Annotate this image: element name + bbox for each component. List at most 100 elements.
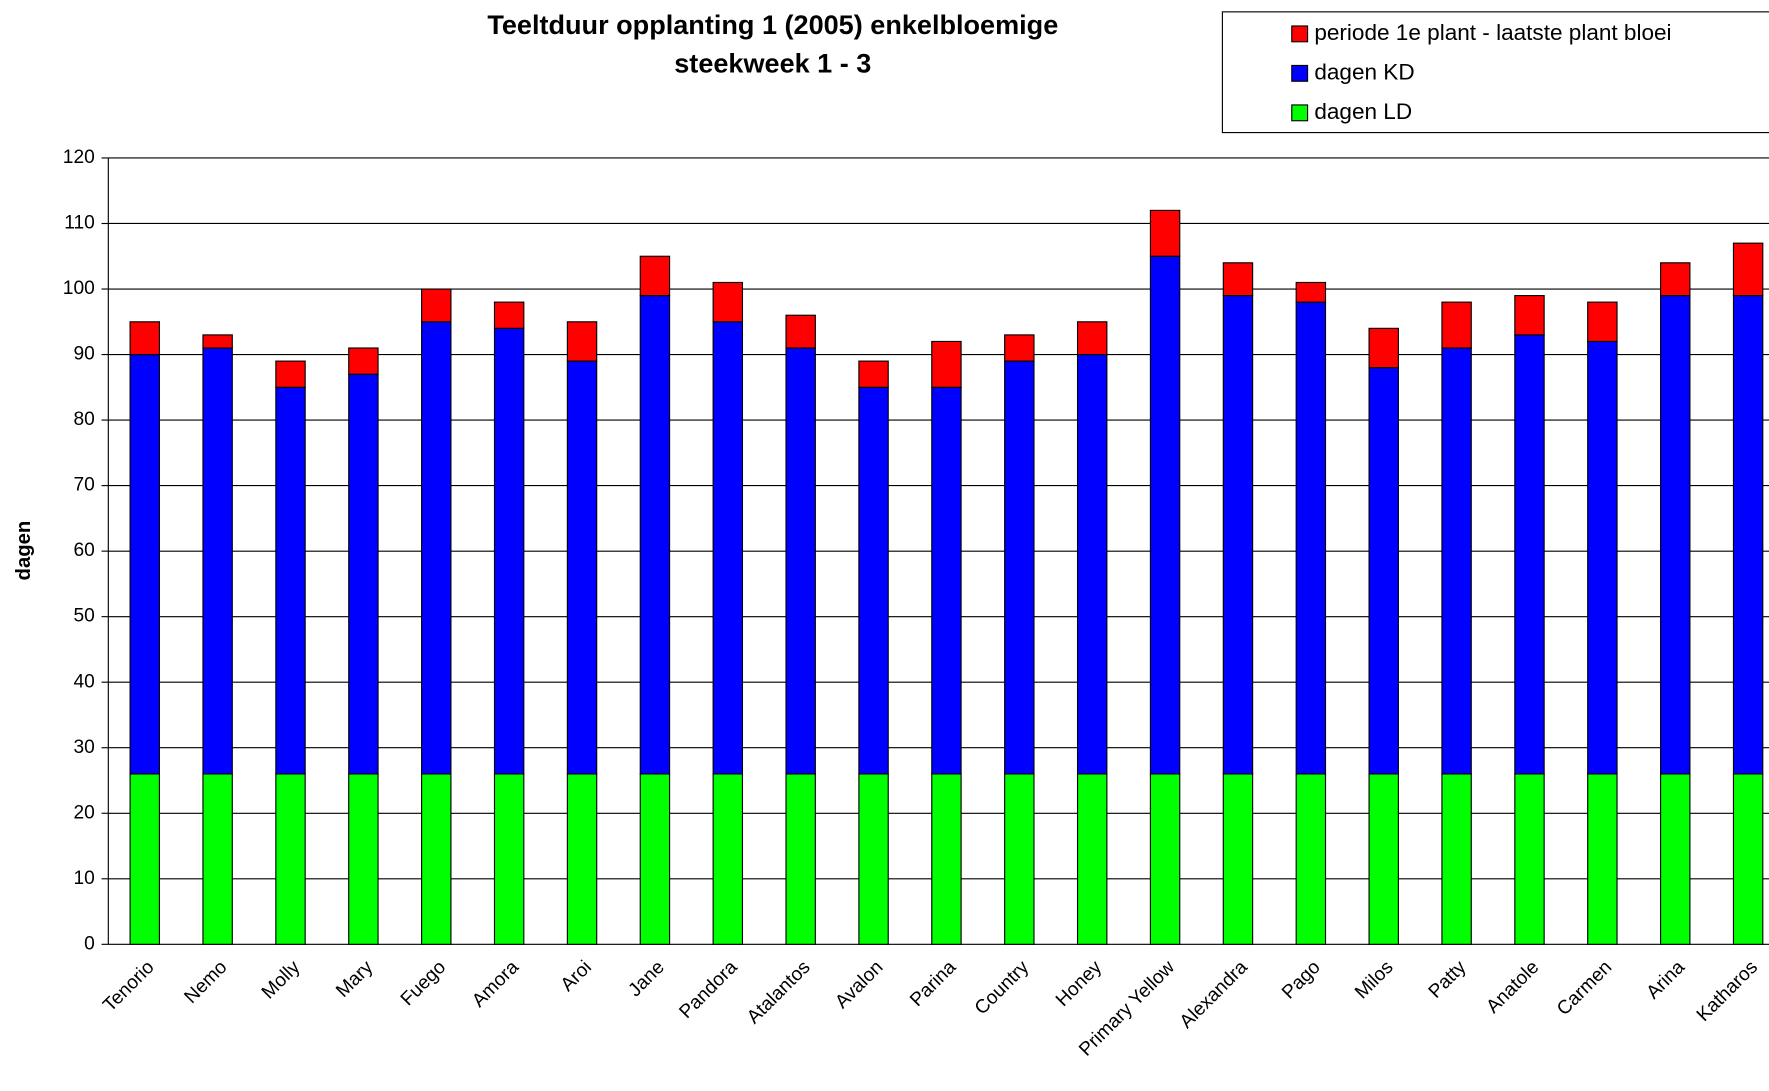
bar-segment xyxy=(1004,360,1035,775)
y-tick-label: 10 xyxy=(73,868,94,889)
x-tick-label: Anatole xyxy=(1483,957,1544,1018)
y-tick-label: 80 xyxy=(73,409,94,430)
y-tick-label: 100 xyxy=(63,278,95,299)
legend-swatch xyxy=(1291,25,1309,43)
bar-segment xyxy=(712,773,744,945)
x-tick-label: Atalantos xyxy=(743,957,814,1028)
bar-segment xyxy=(1732,773,1764,945)
bar-segment xyxy=(858,773,889,945)
bar-segment xyxy=(931,340,962,388)
x-tick-label: Aroi xyxy=(557,957,596,996)
bar-segment xyxy=(275,360,306,388)
bar-segment xyxy=(275,773,306,945)
legend-swatch xyxy=(1291,104,1309,122)
x-tick-label: Nemo xyxy=(181,957,232,1008)
bar-segment xyxy=(785,773,816,945)
bar-segment xyxy=(1660,262,1691,297)
bar-segment xyxy=(1732,295,1764,775)
bar-segment xyxy=(1076,773,1108,945)
chart-subtitle: steekweek 1 - 3 xyxy=(674,48,871,79)
bar-segment xyxy=(1732,242,1764,297)
y-tick-label: 110 xyxy=(64,213,95,234)
y-tick-label: 70 xyxy=(73,475,94,496)
bar-segment xyxy=(493,301,525,329)
bar-segment xyxy=(1004,773,1035,945)
bar-segment xyxy=(1295,281,1327,303)
bar-segment xyxy=(1149,209,1181,257)
bar-segment xyxy=(1076,321,1108,356)
x-tick-label: Avalon xyxy=(831,957,887,1013)
bar-segment xyxy=(129,321,160,356)
bar-segment xyxy=(566,360,598,775)
x-tick-label: Parina xyxy=(906,957,960,1011)
bar-segment xyxy=(1660,295,1691,775)
bar-segment xyxy=(348,373,379,775)
chart-title: Teeltduur opplanting 1 (2005) enkelbloem… xyxy=(487,9,1058,40)
x-tick-label: Amora xyxy=(468,957,523,1012)
y-tick-label: 90 xyxy=(73,344,94,365)
bar-segment xyxy=(421,321,452,775)
bar-segment xyxy=(129,773,160,945)
bar-segment xyxy=(129,353,160,775)
x-tick-label: Pandora xyxy=(676,957,742,1023)
bar-segment xyxy=(1660,773,1691,945)
x-tick-label: Country xyxy=(971,957,1034,1020)
y-tick-label: 30 xyxy=(73,737,94,758)
bar-segment xyxy=(493,327,525,775)
bar-segment xyxy=(931,386,962,775)
x-tick-label: Molly xyxy=(258,957,305,1004)
x-tick-label: Pago xyxy=(1278,957,1324,1003)
x-tick-label: Patty xyxy=(1425,957,1471,1003)
x-tick-label: Honey xyxy=(1052,957,1106,1011)
bar-segment xyxy=(858,386,889,775)
bar-segment xyxy=(566,321,598,362)
bar-segment xyxy=(1004,334,1035,362)
bar-segment xyxy=(858,360,889,388)
y-axis-title: dagen xyxy=(13,521,35,581)
y-tick-label: 40 xyxy=(73,671,94,692)
bar-segment xyxy=(1514,295,1545,336)
bar-segment xyxy=(1514,773,1545,945)
bar-segment xyxy=(348,773,379,945)
bar-segment xyxy=(1222,773,1254,945)
x-tick-label: Mary xyxy=(332,957,377,1002)
legend-label: dagen KD xyxy=(1314,59,1414,84)
x-tick-label: Arina xyxy=(1643,957,1690,1004)
bar-segment xyxy=(1222,295,1254,775)
legend-box xyxy=(1221,11,1769,134)
bar-segment xyxy=(421,288,452,323)
bar-segment xyxy=(785,314,816,349)
legend-label: periode 1e plant - laatste plant bloei xyxy=(1314,20,1671,45)
bar-segment xyxy=(1587,340,1618,775)
bar-segment xyxy=(1441,301,1472,349)
y-tick-label: 60 xyxy=(73,540,94,561)
bar-segment xyxy=(493,773,525,945)
bar-segment xyxy=(275,386,306,775)
bar-segment xyxy=(1076,353,1108,775)
y-tick-label: 50 xyxy=(73,606,94,627)
bar-segment xyxy=(1587,773,1618,945)
y-tick-label: 120 xyxy=(63,147,95,168)
bar-segment xyxy=(566,773,598,945)
bar-segment xyxy=(712,281,744,323)
x-tick-label: Carmen xyxy=(1553,957,1616,1020)
x-tick-label: Jane xyxy=(625,957,669,1001)
bar-segment xyxy=(1149,255,1181,775)
bar-segment xyxy=(1222,262,1254,297)
y-tick-label: 0 xyxy=(84,933,95,954)
bar-segment xyxy=(1368,773,1399,945)
x-tick-label: Milos xyxy=(1351,957,1397,1003)
bar-segment xyxy=(1149,773,1181,945)
bar-segment xyxy=(1441,773,1472,945)
legend-swatch xyxy=(1291,64,1309,82)
bar-segment xyxy=(421,773,452,945)
bar-segment xyxy=(1587,301,1618,343)
x-tick-label: Tenorio xyxy=(99,957,158,1016)
bar-segment xyxy=(639,295,671,775)
bar-segment xyxy=(931,773,962,945)
bar-segment xyxy=(1295,773,1327,945)
bar-segment xyxy=(639,255,671,297)
bar-segment xyxy=(1295,301,1327,775)
